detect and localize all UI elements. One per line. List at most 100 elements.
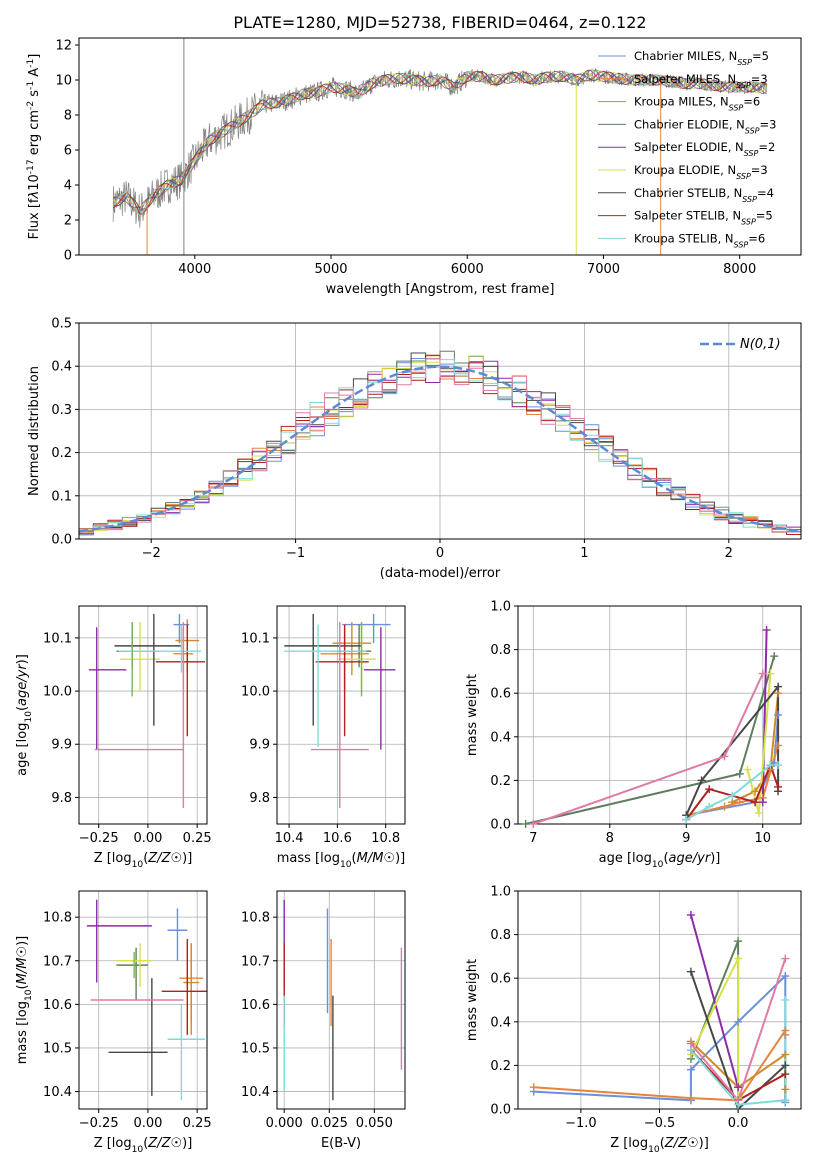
y-tick-label: 10.0: [241, 685, 270, 700]
panel-age_vs_Z: −0.25 0.00 0.25 9.8 9.9 10.0 10.1 Z [log10(Z/Z☉…: [15, 605, 212, 870]
residual-histogram: [79, 358, 801, 539]
x-tick-label: 4000: [178, 262, 211, 277]
x-tick-label: 7: [529, 831, 537, 846]
y-tick-label: 10.0: [43, 685, 72, 700]
legend-label: N(0,1): [740, 337, 781, 352]
plot-area: [86, 899, 207, 1101]
x-tick-label: −1.0: [565, 1116, 597, 1131]
x-axis-label: (data-model)/error: [380, 566, 501, 581]
x-tick-label: −0.25: [79, 831, 119, 846]
legend-label: Kroupa STELIB, NSSP=6: [634, 231, 765, 249]
x-tick-label: −0.5: [644, 1116, 676, 1131]
y-tick-label: 2: [64, 214, 72, 229]
model-spectrum: [113, 70, 767, 212]
x-tick-label: 9: [682, 831, 690, 846]
y-tick-label: 0.1: [51, 489, 72, 504]
x-axis-label: age [log10(age/yr)]: [599, 851, 721, 870]
residual-histogram: [79, 359, 801, 539]
y-tick-label: 10.5: [241, 1041, 270, 1056]
y-axis-label: Flux [fλ10-17 erg cm-2 s-1 A-1]: [26, 54, 42, 240]
y-axis-label: mass weight: [465, 674, 480, 756]
y-tick-label: 0.5: [51, 317, 72, 332]
y-tick-label: 9.8: [51, 791, 72, 806]
y-tick-label: 0.4: [490, 1015, 511, 1030]
legend-label: Kroupa ELODIE, NSSP=3: [634, 163, 768, 181]
plot-area: [88, 613, 206, 809]
y-tick-label: 6: [64, 144, 72, 159]
x-tick-label: 0.25: [183, 831, 212, 846]
y-tick-label: 10.1: [43, 631, 72, 646]
weight-series-line: [731, 693, 780, 804]
x-tick-label: 5000: [314, 262, 347, 277]
legend-label: Salpeter ELODIE, NSSP=2: [634, 140, 775, 158]
y-tick-label: 10.1: [241, 631, 270, 646]
axes-frame: [276, 890, 406, 1110]
y-tick-label: 1.0: [490, 885, 511, 900]
y-axis-label: mass weight: [465, 959, 480, 1041]
axes-frame: [78, 37, 802, 256]
x-tick-label: 0: [436, 546, 444, 561]
weight-series-line: [685, 683, 780, 816]
legend-label: Kroupa MILES, NSSP=6: [634, 95, 760, 113]
x-axis-label: Z [log10(Z/Z☉)]: [94, 1136, 193, 1155]
weight-series-line: [525, 655, 776, 824]
y-axis-label: age [log10(age/yr)]: [15, 654, 34, 776]
panel-spectrum: 4000 5000 6000 7000 8000 0 2 4 6 8 10 12 wavelength …: [26, 37, 802, 297]
y-tick-label: 0.0: [490, 818, 511, 833]
y-tick-label: 0.6: [490, 687, 511, 702]
y-tick-label: 1.0: [490, 600, 511, 615]
y-tick-label: 0.0: [490, 1103, 511, 1118]
y-axis-label: mass [log10(M/M☉)]: [15, 936, 34, 1064]
x-tick-label: 6000: [451, 262, 484, 277]
y-tick-label: 10.4: [241, 1085, 270, 1100]
x-tick-label: 0.050: [356, 1116, 393, 1131]
panel-EBV: 0.000 0.025 0.050 10.4 10.5 10.6 10.7 10.8 E(B-V…: [241, 890, 406, 1151]
y-tick-label: 10.6: [241, 998, 270, 1013]
plot-area: [525, 629, 780, 824]
weight-series-line: [690, 1000, 787, 1106]
x-axis-label: E(B-V): [321, 1136, 361, 1151]
panel-mass_vs_Z: −0.25 0.00 0.25 10.4 10.5 10.6 10.7 10.8 Z [log1…: [15, 890, 212, 1155]
legend-label: Salpeter MILES, NSSP=3: [634, 72, 768, 90]
axes-frame: [276, 605, 406, 825]
x-tick-label: −1: [286, 546, 305, 561]
x-tick-label: 8: [606, 831, 614, 846]
y-tick-label: 12: [55, 39, 72, 54]
x-tick-label: 8000: [723, 262, 756, 277]
x-tick-label: 0.00: [133, 831, 162, 846]
panel-weight_vs_Z: −1.0 −0.5 0.0 0.0 0.2 0.4 0.6 0.8 1.0 Z [log10(Z/…: [465, 885, 802, 1155]
gaussian-curve: [79, 365, 801, 533]
y-tick-label: 9.9: [51, 738, 72, 753]
y-axis-label: Normed distribution: [27, 366, 42, 496]
x-tick-label: 10.6: [323, 831, 352, 846]
x-tick-label: 7000: [587, 262, 620, 277]
y-tick-label: 0.0: [51, 533, 72, 548]
y-tick-label: 10.5: [43, 1041, 72, 1056]
x-tick-label: 0.00: [133, 1116, 162, 1131]
panel-weight_vs_age: 7 8 9 10 0.0 0.2 0.4 0.6 0.8 1.0 age [log10(age/yr…: [465, 600, 802, 870]
y-tick-label: 0.2: [490, 1059, 511, 1074]
x-tick-label: 1: [580, 546, 588, 561]
y-tick-label: 10: [55, 74, 72, 89]
x-tick-label: 0.0: [728, 1116, 749, 1131]
x-tick-label: −0.25: [79, 1116, 119, 1131]
legend-label: Salpeter STELIB, NSSP=5: [634, 209, 773, 227]
y-tick-label: 0.8: [490, 643, 511, 658]
x-tick-label: 0.25: [183, 1116, 212, 1131]
x-tick-label: 10.8: [371, 831, 400, 846]
y-tick-label: 10.7: [241, 954, 270, 969]
x-tick-label: 0.000: [266, 1116, 303, 1131]
y-tick-label: 0.4: [490, 730, 511, 745]
y-tick-label: 0.6: [490, 972, 511, 987]
legend-label: Chabrier MILES, NSSP=5: [634, 49, 769, 67]
y-tick-label: 0: [64, 249, 72, 264]
panel-age_vs_mass: 10.4 10.6 10.8 9.8 9.9 10.0 10.1 mass [log10(M/…: [241, 605, 406, 870]
x-tick-label: 10.4: [275, 831, 304, 846]
y-tick-label: 4: [64, 179, 72, 194]
x-tick-label: 10: [754, 831, 771, 846]
y-tick-label: 9.9: [249, 738, 270, 753]
y-tick-label: 10.7: [43, 954, 72, 969]
weight-series-line: [689, 914, 740, 1088]
y-tick-label: 10.6: [43, 998, 72, 1013]
axes-frame: [517, 605, 802, 825]
